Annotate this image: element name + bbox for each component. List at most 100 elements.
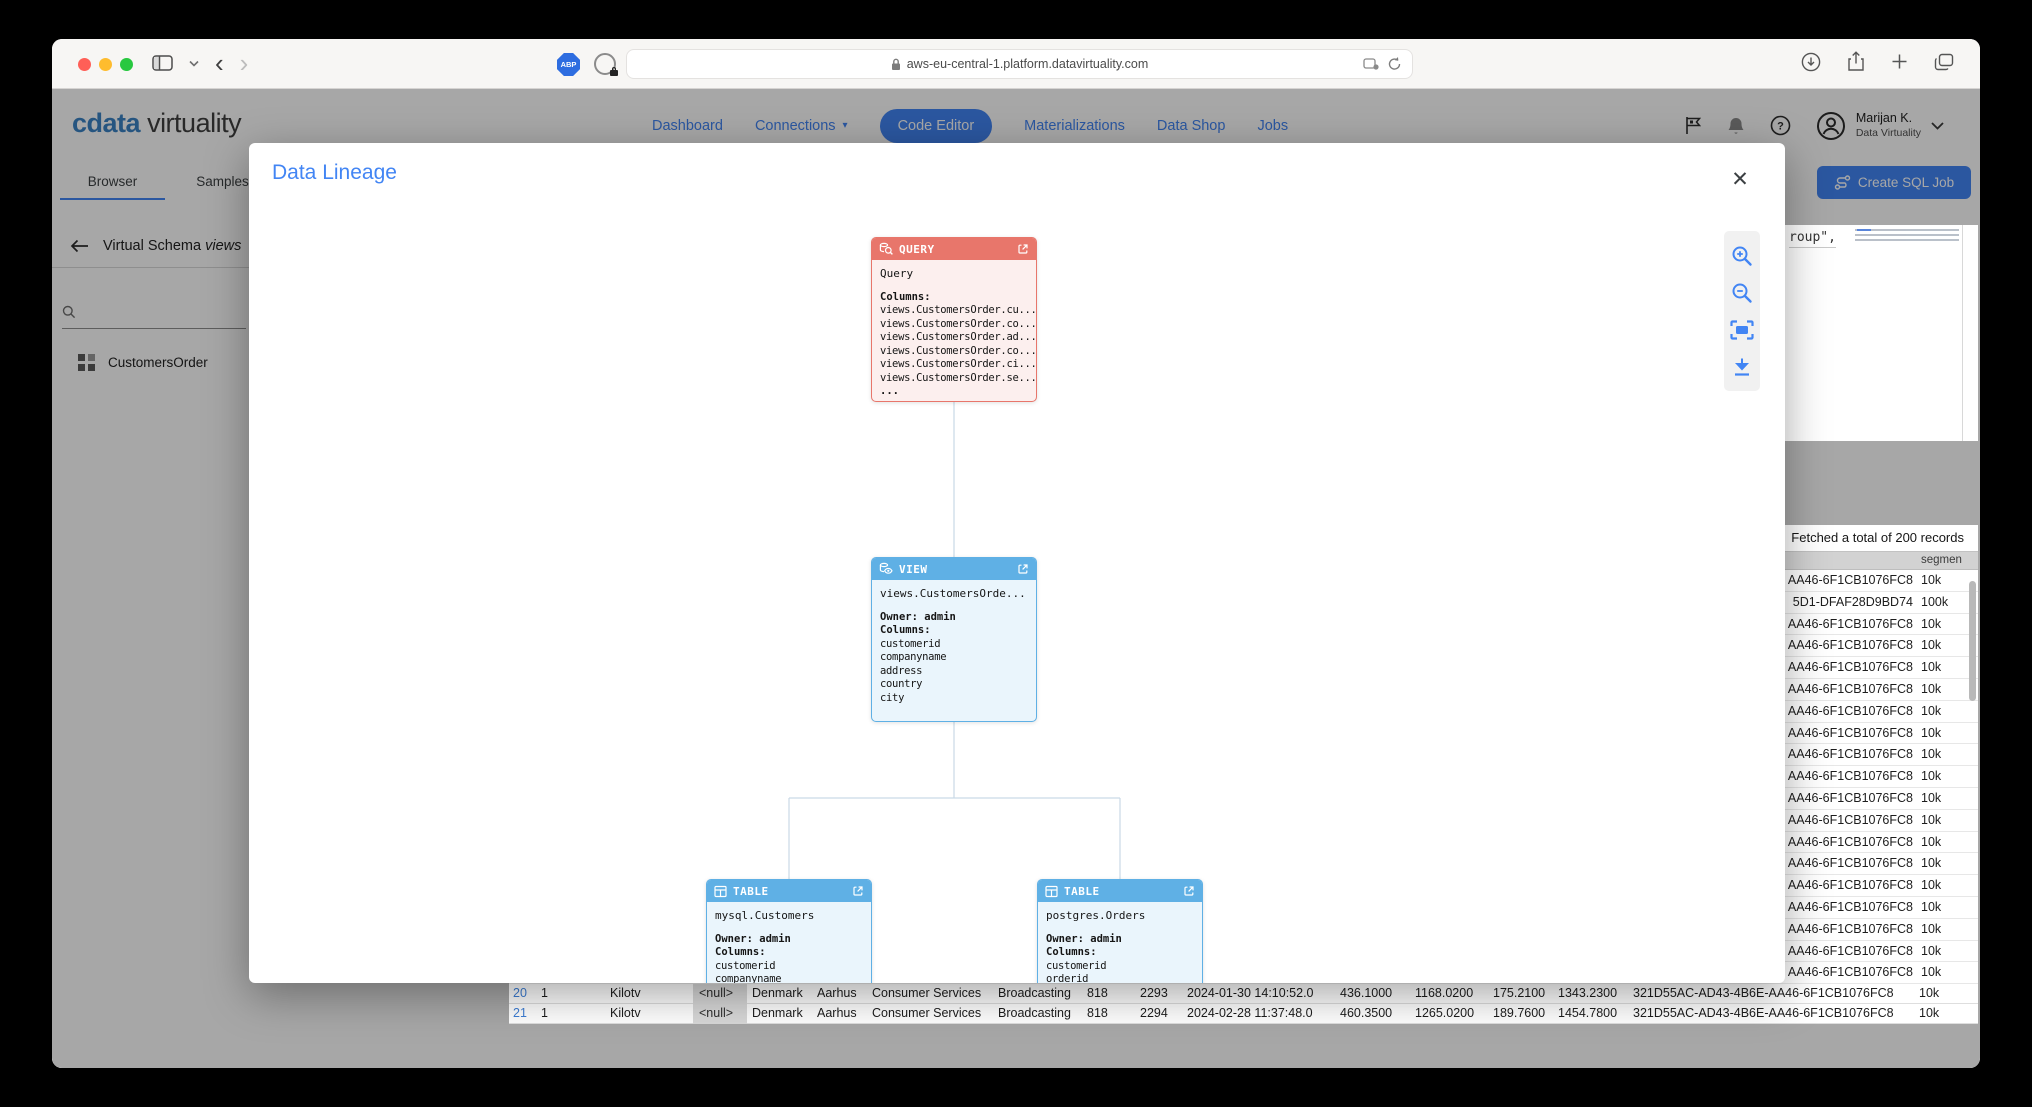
data-cell: 321D55AC-AD43-4B6E-AA46-6F1CB1076FC8	[1633, 986, 1894, 1000]
tab-overview-icon[interactable]	[1934, 53, 1954, 71]
segment-cell: 10k	[1921, 638, 1942, 653]
notifications-bell-icon[interactable]	[1727, 116, 1745, 136]
segment-cell: 10k	[1921, 921, 1942, 936]
data-cell: Denmark	[752, 986, 803, 1000]
editor-scrollbar[interactable]	[1962, 225, 1963, 441]
segment-cell: 10k	[1921, 965, 1942, 980]
schema-name: views	[205, 238, 242, 254]
zoom-in-button[interactable]	[1730, 244, 1754, 268]
node-header: TABLE	[1038, 880, 1202, 902]
chevron-down-icon	[1931, 121, 1944, 130]
column-name: views.CustomersOrder.co...	[880, 344, 1037, 357]
columns-list: customerid companyname	[715, 960, 863, 984]
nav-item-connections[interactable]: Connections ▾	[755, 118, 848, 134]
nav-item-code-editor[interactable]: Code Editor	[879, 108, 993, 143]
tab-samples[interactable]: Samples	[196, 173, 249, 189]
app-logo: cdata virtuality	[72, 108, 242, 139]
help-icon[interactable]: ?	[1770, 115, 1791, 136]
results-scrollbar[interactable]	[1969, 581, 1976, 701]
adblock-extension-icon[interactable]: ABP	[557, 53, 580, 76]
guid-cell: AA46-6F1CB1076FC8	[1787, 812, 1913, 827]
guid-cell: AA46-6F1CB1076FC8	[1787, 943, 1913, 958]
query-icon	[879, 242, 893, 255]
column-name: customerid	[880, 637, 941, 650]
data-cell: 1454.7800	[1558, 1006, 1618, 1020]
lineage-node-query[interactable]: QUERY Query Columns: views.CustomersOrde…	[871, 237, 1037, 402]
tab-browser[interactable]: Browser	[60, 162, 165, 200]
privacy-icon[interactable]	[1363, 56, 1379, 72]
create-sql-job-button[interactable]: Create SQL Job	[1817, 166, 1971, 199]
tree-item-customersorder[interactable]: CustomersOrder	[52, 345, 382, 380]
open-in-new-icon[interactable]	[1183, 885, 1195, 897]
close-window-button[interactable]	[78, 58, 91, 71]
open-in-new-icon[interactable]	[1017, 243, 1029, 255]
column-name: views.CustomersOrder.cu...	[880, 304, 1037, 316]
data-cell: 175.2100	[1493, 986, 1546, 1000]
open-in-new-icon[interactable]	[852, 885, 864, 897]
open-in-new-icon[interactable]	[1017, 563, 1029, 575]
code-editor-panel[interactable]: roup",	[1785, 225, 1978, 441]
data-cell: Broadcasting	[998, 986, 1071, 1000]
node-type-badge: QUERY	[899, 242, 935, 256]
url-bar[interactable]: aws-eu-central-1.platform.datavirtuality…	[626, 49, 1413, 79]
fit-to-screen-button[interactable]	[1730, 318, 1754, 342]
back-arrow-icon[interactable]	[70, 239, 89, 253]
segment-cell: 10k	[1921, 681, 1942, 696]
downloads-icon[interactable]	[1801, 52, 1821, 72]
schema-tree: CustomersOrder	[52, 345, 382, 380]
minimize-window-button[interactable]	[99, 58, 112, 71]
reload-icon[interactable]	[1387, 56, 1402, 72]
lineage-node-table-mysql[interactable]: TABLE mysql.Customers Owner: admin Colum…	[706, 879, 872, 983]
zoom-window-button[interactable]	[120, 58, 133, 71]
chevron-down-icon: ▾	[842, 120, 848, 131]
table-row[interactable]: 20 1 Kilotv <null> Denmark Aarhus Consumer Ser…	[509, 984, 1978, 1004]
lineage-node-table-postgres[interactable]: TABLE postgres.Orders Owner: admin Colum…	[1037, 879, 1203, 983]
user-name: Marijan K.	[1855, 111, 1913, 126]
bottom-rows: 20 1 Kilotv <null> Denmark Aarhus Consumer Ser…	[509, 984, 1978, 1024]
column-name: companyname	[715, 973, 782, 983]
sidebar-search[interactable]	[62, 305, 246, 329]
column-name: customerid	[1046, 959, 1107, 972]
owner-line: Owner: admin	[715, 932, 791, 945]
guid-cell: AA46-6F1CB1076FC8	[1787, 616, 1913, 631]
nav-item-dashboard[interactable]: Dashboard	[652, 118, 723, 134]
new-tab-icon[interactable]	[1891, 53, 1908, 70]
divider	[52, 267, 382, 268]
nav-item-label: Materializations	[1024, 117, 1125, 134]
segment-column-header[interactable]: segmen	[1921, 554, 1962, 566]
browser-chrome: ‹ › ABP aws-eu-central-1.platform.datavi…	[52, 39, 1980, 89]
sidebar-toggle-icon[interactable]	[152, 55, 173, 71]
user-menu[interactable]: Marijan K. Data Virtuality	[1816, 111, 1944, 141]
back-button[interactable]: ‹	[215, 48, 224, 78]
view-grid-icon	[78, 354, 95, 371]
column-name: city	[880, 691, 905, 704]
password-extension-icon[interactable]	[594, 53, 618, 76]
share-icon[interactable]	[1847, 51, 1865, 72]
column-name: views.CustomersOrder.ci...	[880, 358, 1037, 370]
data-cell: Kilotv	[610, 1006, 641, 1020]
table-row[interactable]: 21 1 Kilotv <null> Denmark Aarhus Consumer Ser…	[509, 1004, 1978, 1024]
editor-minimap[interactable]	[1855, 229, 1959, 244]
tree-item-label: CustomersOrder	[108, 355, 208, 370]
data-cell: Consumer Services	[872, 1006, 982, 1020]
node-body: views.CustomersOrde... Owner: admin Colu…	[872, 580, 1036, 711]
owner-line: Owner: admin	[880, 610, 956, 623]
lineage-node-view[interactable]: VIEW views.CustomersOrde... Owner: admin…	[871, 557, 1037, 722]
nav-item-materializations[interactable]: Materializations	[1024, 118, 1125, 134]
data-cell: 1168.0200	[1415, 986, 1474, 1000]
close-icon[interactable]: ✕	[1731, 168, 1749, 191]
column-name: companyname	[880, 651, 947, 663]
node-title: postgres.Orders	[1046, 909, 1146, 922]
forward-button[interactable]: ›	[239, 48, 249, 78]
side-rows: AA46-6F1CB1076FC8 10k 5D1-DFAF28D9BD74 100k…	[509, 570, 1978, 985]
chevron-down-icon[interactable]	[189, 60, 199, 67]
segment-cell: 10k	[1921, 747, 1942, 762]
zoom-out-button[interactable]	[1730, 281, 1754, 305]
flag-icon[interactable]	[1685, 116, 1702, 135]
guid-cell: AA46-6F1CB1076FC8	[1787, 681, 1913, 696]
modal-title: Data Lineage	[272, 161, 397, 184]
table-row[interactable]: AA46-6F1CB1076FC8 10k	[509, 962, 1978, 985]
nav-item-data-shop[interactable]: Data Shop	[1157, 118, 1226, 134]
nav-item-jobs[interactable]: Jobs	[1257, 118, 1288, 134]
download-diagram-button[interactable]	[1730, 355, 1754, 379]
